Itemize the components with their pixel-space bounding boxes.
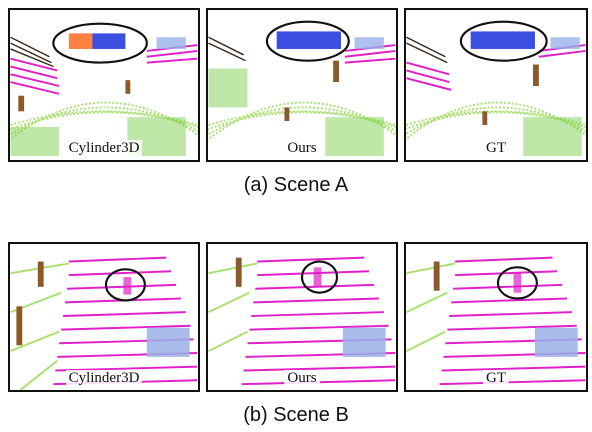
other-vehicle	[550, 37, 580, 49]
detected-vehicle	[92, 33, 126, 49]
highlight-ellipse	[300, 260, 339, 294]
panel-label: Ours	[208, 140, 396, 157]
other-vehicle	[534, 327, 578, 357]
trunk	[333, 60, 340, 83]
panel-label: GT	[406, 370, 586, 387]
panel-label: GT	[406, 140, 586, 157]
scene-b-caption: (b) Scene B	[243, 404, 349, 426]
scene-b-pointcloud-cylinder3d	[10, 244, 198, 390]
scene-b-pointcloud-gt	[406, 244, 586, 390]
scene-a-pointcloud-ours	[208, 10, 396, 160]
scene-a-panel-cylinder3d: Cylinder3D	[8, 8, 200, 162]
panel-label: Cylinder3D	[10, 370, 198, 387]
other-vehicle	[342, 327, 386, 357]
highlight-ellipse	[459, 20, 548, 62]
detected-vehicle	[68, 33, 93, 49]
other-vehicle	[354, 37, 384, 49]
scene-b-panel-cylinder3d: Cylinder3D	[8, 242, 200, 392]
pedestrian	[313, 267, 322, 287]
trunk	[284, 107, 290, 122]
scene-a-pointcloud-gt	[406, 10, 586, 160]
other-vehicle	[156, 37, 186, 49]
scene-b-pointcloud-ours	[208, 244, 396, 390]
trunk	[125, 80, 131, 94]
panel-label: Cylinder3D	[10, 140, 198, 157]
scene-a-panel-gt: GT	[404, 8, 588, 162]
pedestrian	[123, 277, 132, 295]
pedestrian	[513, 273, 522, 293]
panel-label: Ours	[208, 370, 396, 387]
trunk	[482, 111, 488, 125]
highlight-ellipse	[52, 22, 148, 64]
highlight-ellipse	[104, 268, 146, 302]
trunk	[18, 95, 25, 112]
detected-vehicle	[276, 31, 341, 49]
scene-b-panel-ours: Ours	[206, 242, 398, 392]
highlight-ellipse	[496, 266, 538, 300]
trunk	[533, 64, 539, 86]
scene-a-caption: (a) Scene A	[243, 174, 349, 196]
scene-a-panel-ours: Ours	[206, 8, 398, 162]
other-vehicle	[146, 327, 190, 357]
scene-a-pointcloud-cylinder3d	[10, 10, 198, 160]
highlight-ellipse	[265, 20, 350, 62]
scene-b-panel-gt: GT	[404, 242, 588, 392]
detected-vehicle	[470, 31, 535, 49]
